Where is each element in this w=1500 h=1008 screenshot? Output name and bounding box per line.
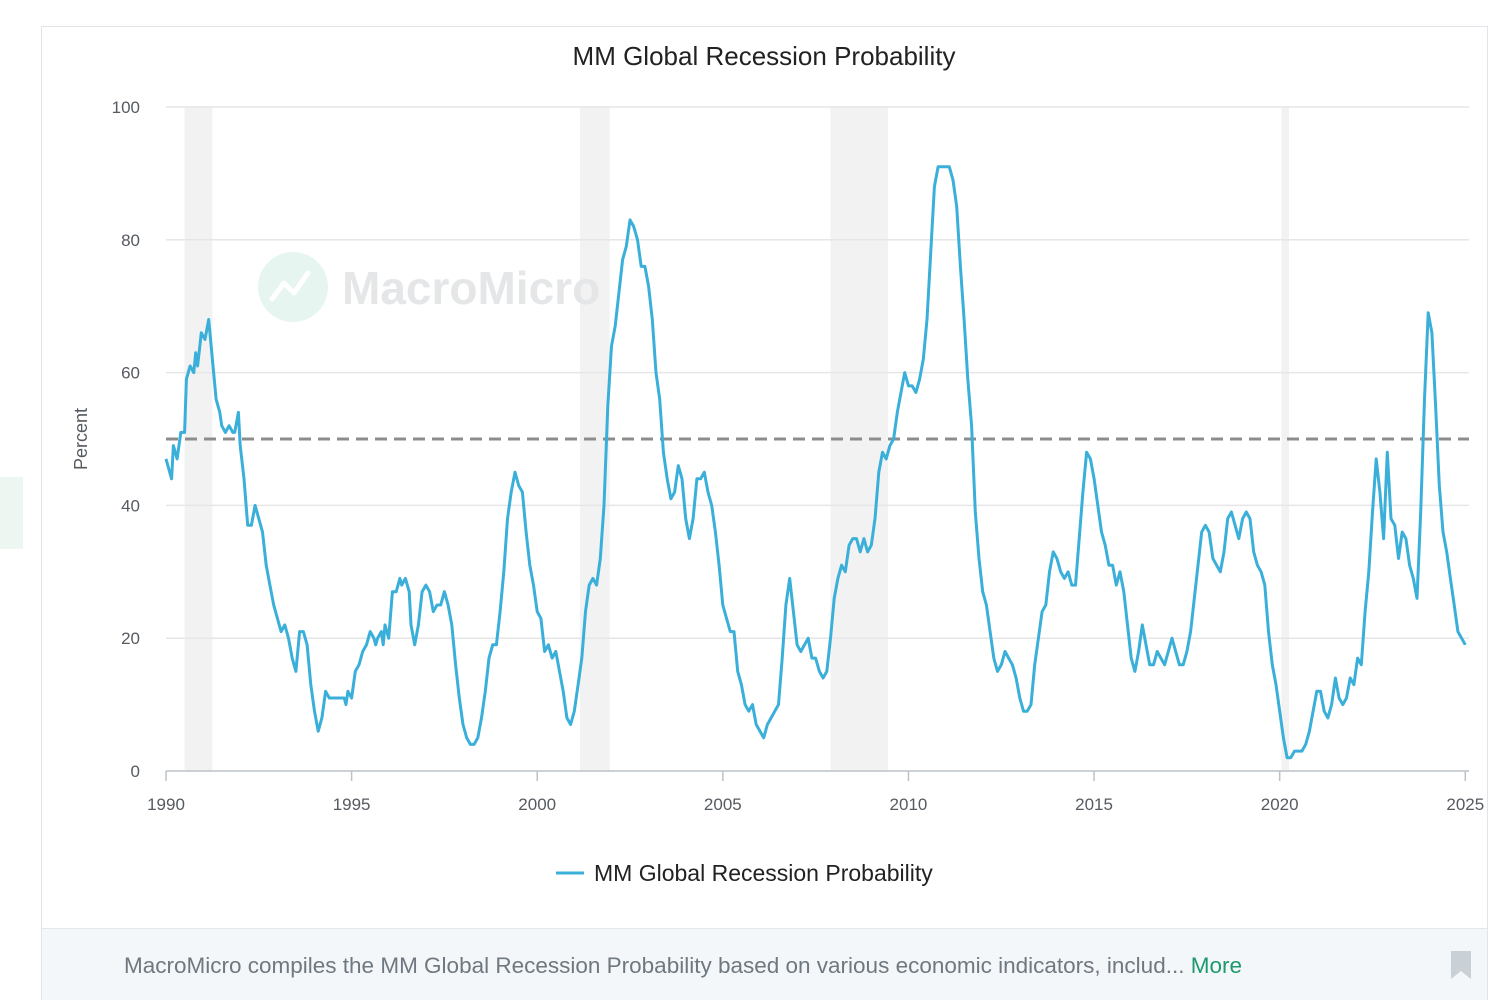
x-tick-label: 2010 bbox=[890, 795, 928, 814]
footer-text: MacroMicro compiles the MM Global Recess… bbox=[124, 953, 1242, 979]
y-tick-label: 60 bbox=[121, 364, 140, 383]
more-link[interactable]: More bbox=[1190, 953, 1242, 978]
watermark-logo-stroke bbox=[269, 270, 311, 302]
y-tick-label: 40 bbox=[121, 496, 140, 515]
x-tick-label: 2020 bbox=[1261, 795, 1299, 814]
side-panel-tab[interactable] bbox=[0, 477, 23, 549]
x-tick-label: 2000 bbox=[518, 795, 556, 814]
chart-canvas: 0 20 40 60 80 100 MacroMicro 1990 1995 2000 2005… bbox=[71, 41, 1484, 886]
bookmark-icon[interactable] bbox=[1449, 949, 1473, 981]
y-tick-label: 0 bbox=[131, 762, 140, 781]
legend[interactable]: MM Global Recession Probability bbox=[556, 860, 933, 886]
gridlines: 0 20 40 60 80 100 bbox=[112, 98, 1469, 781]
description-text: MacroMicro compiles the MM Global Recess… bbox=[124, 953, 1185, 978]
x-tick-label: 2005 bbox=[704, 795, 742, 814]
x-axis: 1990 1995 2000 2005 2010 2015 2020 2025 bbox=[147, 770, 1484, 814]
series-line bbox=[164, 165, 1467, 760]
watermark: MacroMicro bbox=[258, 252, 600, 322]
watermark-logo-icon bbox=[258, 252, 328, 322]
y-axis-title: Percent bbox=[71, 408, 91, 470]
x-tick-label: 1990 bbox=[147, 795, 185, 814]
chart-card: 0 20 40 60 80 100 MacroMicro 1990 1995 2000 2005… bbox=[41, 26, 1488, 1000]
description-footer: MacroMicro compiles the MM Global Recess… bbox=[42, 928, 1487, 1000]
y-tick-label: 20 bbox=[121, 629, 140, 648]
x-tick-label: 2015 bbox=[1075, 795, 1113, 814]
x-tick-label: 2025 bbox=[1446, 795, 1484, 814]
chart-title: MM Global Recession Probability bbox=[573, 41, 956, 71]
recession-band bbox=[1281, 107, 1289, 771]
y-tick-label: 100 bbox=[112, 98, 140, 117]
watermark-text: MacroMicro bbox=[342, 262, 600, 314]
y-tick-label: 80 bbox=[121, 231, 140, 250]
legend-label: MM Global Recession Probability bbox=[594, 860, 933, 886]
x-tick-label: 1995 bbox=[333, 795, 371, 814]
